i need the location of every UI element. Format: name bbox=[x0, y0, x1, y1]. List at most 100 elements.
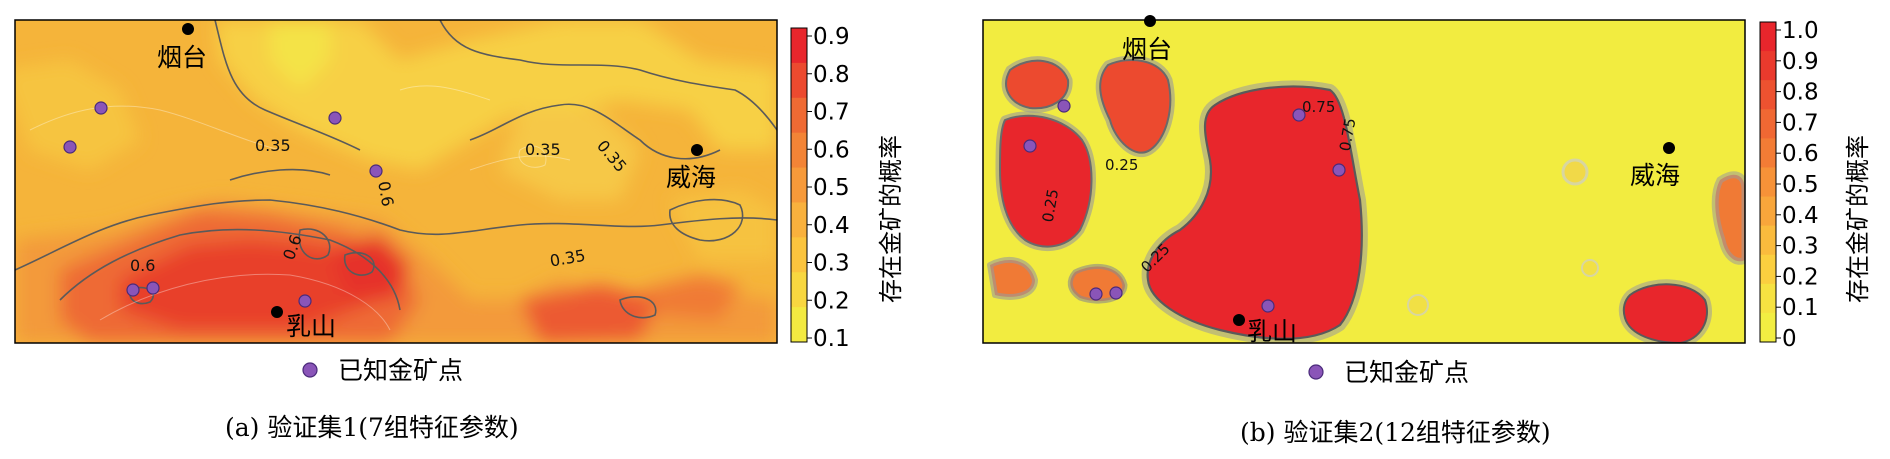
mine-point bbox=[63, 140, 77, 154]
mine-point bbox=[1261, 299, 1275, 313]
mine-point bbox=[1109, 286, 1123, 300]
contour-label: 0.6 bbox=[374, 180, 397, 208]
probability-map-b bbox=[983, 20, 1745, 343]
contour-label: 0.25 bbox=[1105, 156, 1138, 174]
mine-point bbox=[1023, 139, 1037, 153]
colorbar-tick-label: 1.0 bbox=[1782, 18, 1819, 44]
legend-label-a: 已知金矿点 bbox=[338, 356, 463, 385]
colorbar-swatch bbox=[1760, 225, 1776, 256]
colorbar-tick-label: 0.5 bbox=[1782, 172, 1819, 198]
contour-label: 0.35 bbox=[255, 136, 291, 155]
contour-labels-b: 0.25 0.25 0.25 0.75 0.75 bbox=[1039, 98, 1360, 276]
city-point-rushan bbox=[1233, 314, 1245, 326]
legend-a: 已知金矿点 bbox=[302, 356, 463, 385]
mine-points-b bbox=[1023, 99, 1346, 313]
colorbar-title-a: 存在金矿的概率 bbox=[877, 135, 905, 303]
colorbar-swatch bbox=[791, 307, 807, 343]
city-label-weihai: 威海 bbox=[1630, 161, 1680, 190]
colorbar-swatch bbox=[791, 202, 807, 238]
mine-point bbox=[1332, 163, 1346, 177]
contour-label: 0.75 bbox=[1302, 98, 1335, 116]
probability-map-a bbox=[15, 20, 777, 343]
city-label-yantai: 烟台 bbox=[157, 43, 207, 72]
colorbar-tick-label: 0.8 bbox=[813, 62, 850, 88]
colorbar-tick-label: 0.2 bbox=[1782, 264, 1819, 290]
colorbar-swatch bbox=[1760, 196, 1776, 227]
cities-b: 烟台 威海 乳山 bbox=[1122, 15, 1680, 346]
colorbar-tick-label: 0.1 bbox=[813, 326, 850, 352]
caption-a: (a) 验证集1(7组特征参数) bbox=[225, 413, 519, 442]
colorbar-swatch bbox=[1760, 80, 1776, 110]
colorbar-title-b: 存在金矿的概率 bbox=[1844, 135, 1872, 303]
colorbar-tick-label: 0.8 bbox=[1782, 80, 1819, 106]
legend-mine-icon bbox=[302, 362, 318, 378]
colorbar-a: 0.9 0.8 0.7 0.6 0.5 0.4 0.3 0.2 0.1 bbox=[790, 24, 850, 352]
colorbar-tick-label: 0.5 bbox=[813, 175, 850, 201]
colorbar-tick-label: 0.2 bbox=[813, 288, 850, 314]
colorbar-swatch bbox=[1760, 51, 1776, 81]
contour-label: 0.75 bbox=[1336, 117, 1360, 153]
colorbar-swatch bbox=[1760, 312, 1776, 343]
mine-point bbox=[298, 294, 312, 308]
caption-b: (b) 验证集2(12组特征参数) bbox=[1240, 418, 1551, 447]
contour-label: 0.6 bbox=[130, 256, 155, 275]
colorbar-tick-label: 0.6 bbox=[1782, 141, 1819, 167]
colorbar-swatch bbox=[791, 237, 807, 273]
city-label-weihai: 威海 bbox=[666, 163, 716, 192]
colorbar-tick-label: 0.1 bbox=[1782, 295, 1819, 321]
contour-labels-a: 0.35 0.35 0.35 0.35 0.6 0.6 0.6 bbox=[130, 136, 631, 275]
panel-a: 0.35 0.35 0.35 0.35 0.6 0.6 0.6 烟台 威海 乳山… bbox=[14, 19, 905, 442]
mine-points-a bbox=[63, 101, 383, 308]
contour-label: 0.25 bbox=[1039, 188, 1063, 224]
mine-point bbox=[146, 281, 160, 295]
colorbar-swatch bbox=[791, 97, 807, 134]
cities-a: 烟台 威海 乳山 bbox=[157, 23, 716, 341]
colorbar-tick-label: 0.4 bbox=[1782, 203, 1819, 229]
mine-point bbox=[1292, 108, 1306, 122]
map-frame-b bbox=[982, 19, 1746, 344]
colorbar-swatch bbox=[791, 167, 807, 203]
city-point-weihai bbox=[691, 144, 703, 156]
contour-lines-faint-a bbox=[29, 85, 571, 331]
colorbar-frame bbox=[1759, 21, 1777, 343]
colorbar-tick-label: 0.6 bbox=[813, 137, 850, 163]
colorbar-swatch bbox=[791, 62, 807, 99]
mine-point bbox=[1089, 287, 1103, 301]
legend-b: 已知金矿点 bbox=[1308, 358, 1469, 387]
colorbar-frame bbox=[790, 27, 808, 343]
colorbar-swatch bbox=[791, 272, 807, 308]
mine-point bbox=[126, 283, 140, 297]
city-point-yantai bbox=[182, 23, 194, 35]
city-point-yantai bbox=[1144, 15, 1156, 27]
city-point-rushan bbox=[271, 306, 283, 318]
colorbar-tick-label: 0 bbox=[1782, 326, 1797, 352]
city-point-weihai bbox=[1663, 142, 1675, 154]
contour-label: 0.35 bbox=[525, 140, 561, 159]
mine-point bbox=[328, 111, 342, 125]
colorbar-swatch bbox=[1760, 22, 1776, 52]
colorbar-swatch bbox=[791, 132, 807, 169]
city-label-rushan: 乳山 bbox=[286, 312, 336, 341]
colorbar-tick-label: 0.7 bbox=[813, 100, 850, 126]
colorbar-swatch bbox=[1760, 167, 1776, 198]
colorbar-tick-label: 0.3 bbox=[813, 251, 850, 277]
colorbar-tick-label: 0.9 bbox=[1782, 49, 1819, 75]
mine-point bbox=[94, 101, 108, 115]
city-label-yantai: 烟台 bbox=[1122, 35, 1172, 64]
colorbar-tick-label: 0.7 bbox=[1782, 110, 1819, 136]
contour-lines-a bbox=[15, 20, 777, 319]
colorbar-swatch bbox=[791, 28, 807, 64]
legend-label-b: 已知金矿点 bbox=[1344, 358, 1469, 387]
mine-point bbox=[1057, 99, 1071, 113]
map-frame-a bbox=[14, 19, 778, 344]
mine-point bbox=[369, 164, 383, 178]
panel-b: 0.25 0.25 0.25 0.75 0.75 烟台 威海 乳山 1.0 0.9… bbox=[982, 15, 1872, 447]
colorbar-swatch bbox=[1760, 283, 1776, 314]
colorbar-tick-label: 0.9 bbox=[813, 24, 850, 50]
colorbar-swatch bbox=[1760, 254, 1776, 285]
city-label-rushan: 乳山 bbox=[1247, 317, 1297, 346]
colorbar-tick-label: 0.3 bbox=[1782, 234, 1819, 260]
colorbar-b: 1.0 0.9 0.8 0.7 0.6 0.5 0.4 0.3 0.2 0.1 0 bbox=[1759, 18, 1819, 352]
colorbar-swatch bbox=[1760, 138, 1776, 168]
